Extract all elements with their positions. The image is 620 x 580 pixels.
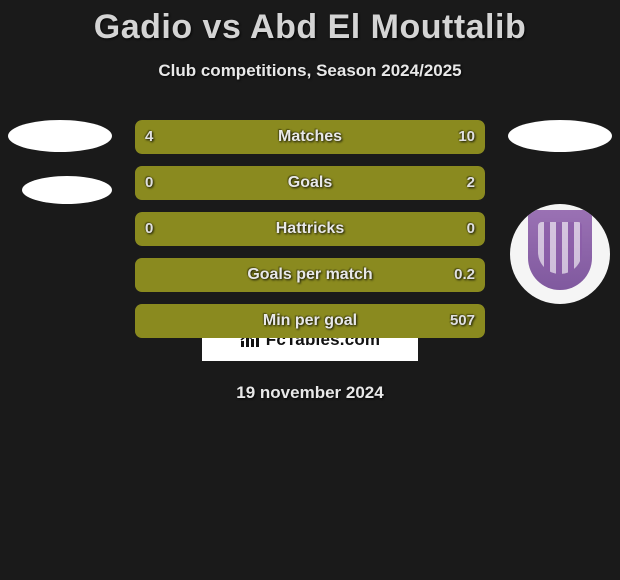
row-label: Min per goal: [135, 304, 485, 338]
left-value: 0: [135, 212, 163, 246]
avatar-placeholder-icon: [8, 120, 112, 152]
left-value: [135, 258, 155, 292]
left-player-avatar: [8, 120, 112, 204]
compare-row: Min per goal507: [135, 304, 485, 338]
right-value: 2: [457, 166, 485, 200]
left-value: 4: [135, 120, 163, 154]
club-badge-icon: [510, 204, 610, 304]
compare-row: Matches4 10: [135, 120, 485, 154]
compare-row: Goals per match0.2: [135, 258, 485, 292]
right-player-avatar: [508, 120, 612, 304]
page-title: Gadio vs Abd El Mouttalib: [0, 0, 620, 47]
compare-bars: Matches410Goals02Hattricks00Goals per ma…: [135, 120, 485, 350]
avatar-placeholder-icon: [22, 176, 112, 204]
right-value: 0: [457, 212, 485, 246]
row-label: Goals per match: [135, 258, 485, 292]
compare-row: Hattricks0 0: [135, 212, 485, 246]
right-value: 10: [448, 120, 485, 154]
right-value: 507: [440, 304, 485, 338]
date-label: 19 november 2024: [0, 383, 620, 403]
avatar-placeholder-icon: [508, 120, 612, 152]
left-value: [135, 304, 155, 338]
subtitle: Club competitions, Season 2024/2025: [0, 61, 620, 81]
row-label: Goals: [135, 166, 485, 200]
row-label: Hattricks: [135, 212, 485, 246]
left-value: 0: [135, 166, 163, 200]
compare-row: Goals0 2: [135, 166, 485, 200]
right-value: 0.2: [444, 258, 485, 292]
row-label: Matches: [135, 120, 485, 154]
